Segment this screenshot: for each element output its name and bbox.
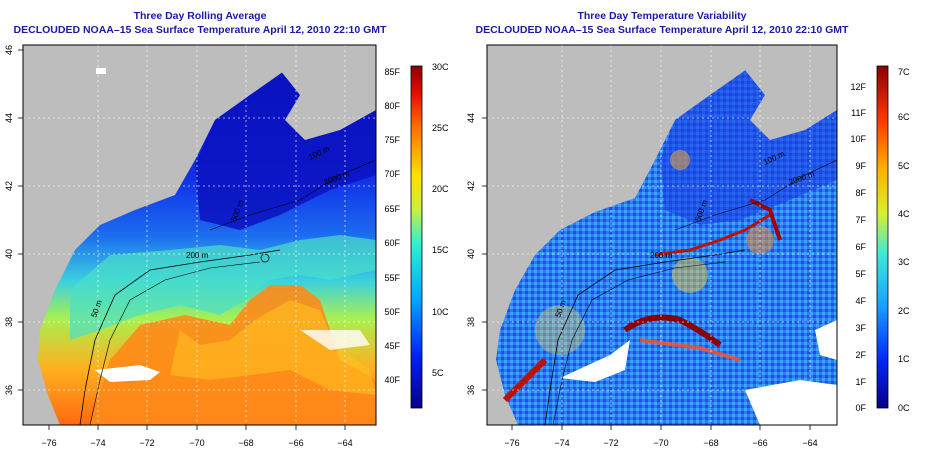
left-xtick: −76: [41, 438, 56, 448]
right-cbar-c: 6C: [898, 112, 910, 122]
left-cbar-f: 70F: [384, 169, 400, 179]
right-contour-200m: 200 m: [650, 251, 673, 260]
right-xtick: −68: [703, 438, 718, 448]
right-map: 50 m 200 m 500 m 100 m 2000 m −76 −74 −7…: [466, 44, 838, 448]
left-cbar-f: 80F: [384, 101, 400, 111]
left-cbar-c: 5C: [432, 368, 444, 378]
left-xtick: −72: [139, 438, 154, 448]
right-cbar-f: 3F: [855, 323, 866, 333]
left-ytick: 44: [4, 113, 14, 123]
left-contour-200m: 200 m: [186, 251, 209, 260]
left-cbar-f: 50F: [384, 307, 400, 317]
left-xtick: −66: [288, 438, 303, 448]
right-xtick: −76: [504, 438, 519, 448]
right-cbar-f: 4F: [855, 296, 866, 306]
left-cbar-c: 10C: [432, 307, 449, 317]
left-ytick: 40: [4, 249, 14, 259]
right-xtick: −72: [603, 438, 618, 448]
left-cbar-f: 85F: [384, 67, 400, 77]
left-cbar-f: 65F: [384, 204, 400, 214]
right-cbar-f: 8F: [855, 188, 866, 198]
right-cbar-c: 7C: [898, 67, 910, 77]
left-ytick: 36: [4, 385, 14, 395]
right-ytick: 40: [466, 249, 476, 259]
right-cbar-f: 0F: [855, 403, 866, 413]
right-xtick: −64: [802, 438, 817, 448]
right-ytick: 42: [466, 181, 476, 191]
left-cbar-c: 25C: [432, 123, 449, 133]
left-xtick: −70: [189, 438, 204, 448]
right-cbar-f: 10F: [850, 134, 866, 144]
left-xtick: −74: [90, 438, 105, 448]
right-xtick: −74: [554, 438, 569, 448]
right-front-line: [654, 213, 771, 257]
left-cbar-f: 45F: [384, 341, 400, 351]
right-cbar-f: 9F: [855, 161, 866, 171]
right-cbar-f: 6F: [855, 242, 866, 252]
right-cbar-c: 2C: [898, 306, 910, 316]
left-ytick: 46: [4, 45, 14, 55]
right-map-title: Three Day Temperature Variability: [577, 10, 747, 22]
right-xtick: −66: [752, 438, 767, 448]
right-map-subtitle: DECLOUDED NOAA–15 Sea Surface Temperatur…: [475, 24, 849, 36]
right-cbar-f: 5F: [855, 269, 866, 279]
left-ytick: 42: [4, 181, 14, 191]
left-cbar-f: 40F: [384, 375, 400, 385]
right-ytick: 44: [466, 113, 476, 123]
right-cbar-c: 5C: [898, 161, 910, 171]
left-colorbar: 40F 45F 50F 55F 60F 65F 70F 75F 80F 85F …: [384, 62, 449, 409]
right-cbar-f: 12F: [850, 82, 866, 92]
right-cbar-f: 1F: [855, 377, 866, 387]
left-map-subtitle: DECLOUDED NOAA–15 Sea Surface Temperatur…: [13, 24, 387, 36]
right-xtick: −70: [653, 438, 668, 448]
left-xtick: −64: [337, 438, 352, 448]
right-colorbar: 0F 1F 2F 3F 4F 5F 6F 7F 8F 9F 10F 11F 12…: [850, 65, 910, 413]
right-ytick: 36: [466, 385, 476, 395]
right-cbar-f: 2F: [855, 350, 866, 360]
left-cbar-c: 30C: [432, 62, 449, 72]
right-cbar-c: 3C: [898, 257, 910, 267]
left-cbar-c: 15C: [432, 245, 449, 255]
left-cbar-f: 55F: [384, 273, 400, 283]
right-cbar-c: 4C: [898, 209, 910, 219]
left-cbar-f: 75F: [384, 135, 400, 145]
left-xtick: −68: [238, 438, 253, 448]
left-cbar-f: 60F: [384, 238, 400, 248]
right-cbar-f: 11F: [851, 108, 866, 118]
right-cbar-f: 7F: [855, 215, 866, 225]
left-map-title: Three Day Rolling Average: [133, 10, 267, 22]
left-cbar-c: 20C: [432, 184, 449, 194]
right-cbar-c: 1C: [898, 354, 910, 364]
left-map: 50 m 200 m 500 m 100 m 2000 m −76 −74 −7…: [4, 44, 377, 448]
right-cbar-c: 0C: [898, 403, 910, 413]
left-ytick: 38: [4, 317, 14, 327]
right-ytick: 38: [466, 317, 476, 327]
